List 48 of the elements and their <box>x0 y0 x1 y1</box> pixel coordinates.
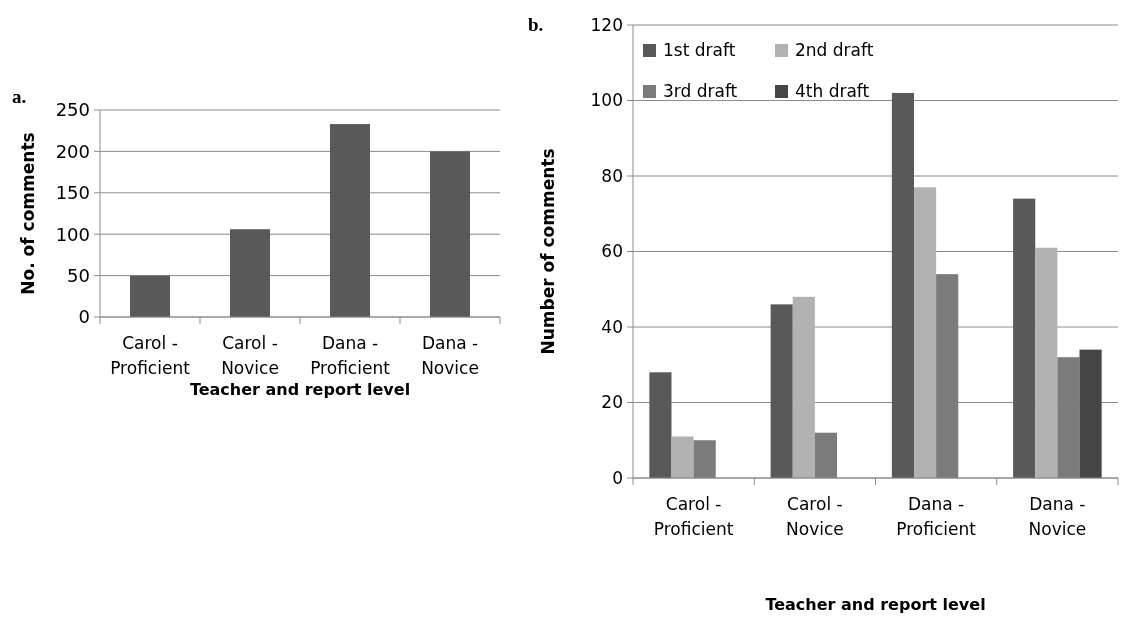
bar <box>1035 247 1058 478</box>
y-tick-label: 0 <box>78 306 90 328</box>
y-tick-label: 20 <box>601 392 623 413</box>
x-tick-label: Carol - Novice <box>221 333 279 378</box>
y-tick-label: 250 <box>55 99 90 121</box>
bar <box>814 432 837 478</box>
legend-label: 4th draft <box>795 80 870 101</box>
bar <box>770 304 793 478</box>
x-tick-label: Carol - Novice <box>786 494 844 539</box>
bar <box>792 296 815 478</box>
bar <box>430 151 470 317</box>
x-axis-title: Teacher and report level <box>765 595 986 614</box>
bar <box>1079 349 1102 478</box>
bar <box>891 92 914 478</box>
y-axis-title: Number of comments <box>537 148 558 355</box>
bar <box>1057 357 1080 478</box>
bar <box>230 229 270 317</box>
bar <box>671 436 694 478</box>
legend-label: 1st draft <box>663 39 736 60</box>
legend-label: 2nd draft <box>795 39 874 60</box>
bar <box>1013 198 1036 478</box>
y-tick-label: 0 <box>612 467 623 488</box>
y-tick-label: 80 <box>601 165 623 186</box>
x-tick-label: Carol - Proficient <box>110 333 191 378</box>
x-tick-label: Carol - Proficient <box>653 494 734 539</box>
y-tick-label: 120 <box>590 14 623 35</box>
y-tick-label: 150 <box>55 182 90 204</box>
y-tick-label: 50 <box>67 264 90 286</box>
bar <box>914 187 937 478</box>
x-tick-label: Dana - Proficient <box>310 333 391 378</box>
y-tick-label: 100 <box>590 90 623 111</box>
x-axis-title: Teacher and report level <box>189 380 411 399</box>
y-tick-label: 60 <box>601 241 623 262</box>
bar <box>649 372 672 478</box>
legend-label: 3rd draft <box>663 80 738 101</box>
y-tick-label: 200 <box>55 140 90 162</box>
bar <box>936 274 959 478</box>
bar <box>330 124 370 317</box>
chart-title: a. <box>12 86 27 107</box>
bar <box>130 275 170 317</box>
bar <box>693 440 716 478</box>
x-tick-label: Dana - Proficient <box>896 494 977 539</box>
x-tick-label: Dana - Novice <box>421 333 479 378</box>
y-tick-label: 100 <box>55 223 90 245</box>
y-axis-title: No. of comments <box>17 132 38 295</box>
y-tick-label: 40 <box>601 316 623 337</box>
x-tick-label: Dana - Novice <box>1028 494 1087 539</box>
chart-title: b. <box>528 14 544 35</box>
